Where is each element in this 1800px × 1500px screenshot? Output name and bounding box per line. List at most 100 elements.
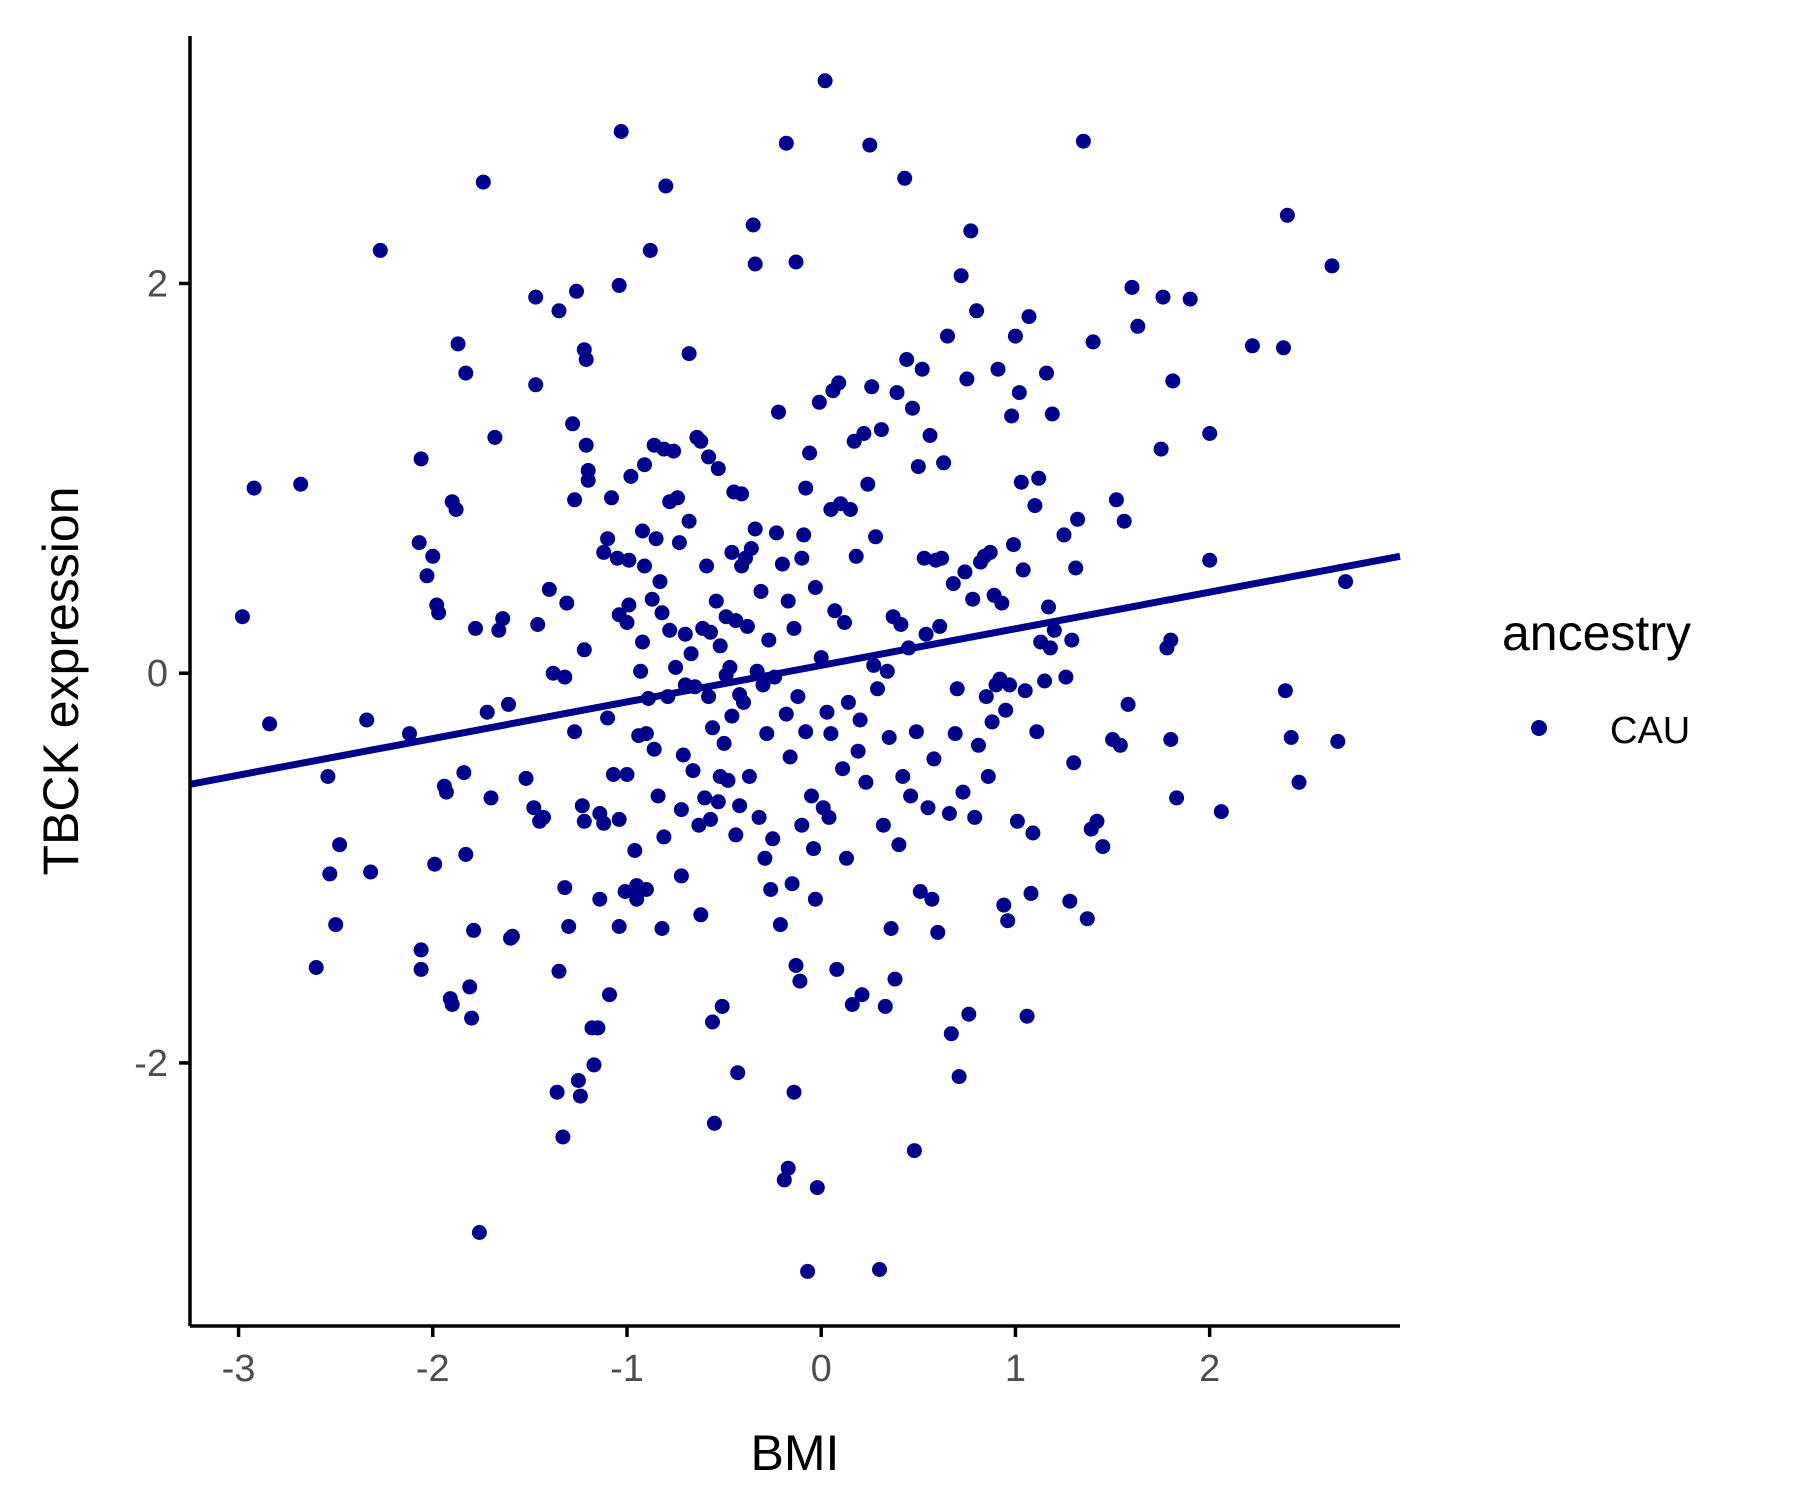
data-point-72 bbox=[576, 813, 592, 829]
data-point-58 bbox=[555, 1129, 571, 1145]
data-point-107 bbox=[635, 523, 650, 539]
data-point-319 bbox=[996, 897, 1012, 913]
data-point-350 bbox=[1068, 560, 1084, 576]
data-point-70 bbox=[576, 642, 592, 658]
data-point-100 bbox=[623, 468, 639, 484]
data-point-118 bbox=[648, 531, 664, 547]
data-point-28 bbox=[450, 336, 466, 352]
data-point-332 bbox=[1021, 309, 1037, 325]
data-point-216 bbox=[798, 724, 814, 740]
data-point-76 bbox=[580, 472, 596, 488]
data-point-251 bbox=[860, 476, 876, 492]
data-point-378 bbox=[1277, 683, 1293, 699]
plot-area bbox=[234, 73, 1354, 1279]
data-point-41 bbox=[491, 622, 507, 638]
data-point-33 bbox=[464, 1010, 480, 1026]
data-point-320 bbox=[998, 702, 1014, 718]
data-point-299 bbox=[955, 784, 971, 800]
data-point-74 bbox=[578, 437, 594, 453]
data-point-133 bbox=[673, 802, 689, 818]
data-point-222 bbox=[807, 580, 823, 595]
data-point-34 bbox=[466, 922, 482, 938]
data-point-316 bbox=[990, 361, 1006, 377]
x-tick-label: 1 bbox=[1005, 1348, 1026, 1390]
data-point-225 bbox=[811, 394, 827, 410]
data-point-166 bbox=[720, 772, 736, 788]
data-point-198 bbox=[772, 917, 788, 933]
data-point-149 bbox=[699, 558, 715, 574]
data-point-169 bbox=[724, 544, 740, 560]
data-point-4 bbox=[308, 960, 324, 975]
data-point-258 bbox=[873, 422, 889, 438]
y-axis-title: TBCK expression bbox=[33, 486, 89, 875]
data-point-228 bbox=[817, 73, 833, 89]
data-point-150 bbox=[701, 689, 717, 705]
data-point-300 bbox=[957, 564, 973, 580]
data-point-321 bbox=[1000, 913, 1016, 929]
data-point-262 bbox=[881, 730, 897, 745]
data-point-306 bbox=[969, 303, 985, 319]
data-point-285 bbox=[926, 751, 942, 767]
data-point-134 bbox=[673, 868, 689, 884]
data-point-188 bbox=[753, 583, 769, 599]
data-point-280 bbox=[916, 550, 932, 566]
data-point-171 bbox=[728, 613, 744, 629]
data-point-343 bbox=[1044, 406, 1060, 422]
data-point-13 bbox=[413, 942, 429, 958]
x-tick-label: 0 bbox=[811, 1348, 832, 1390]
data-point-313 bbox=[984, 714, 1000, 730]
data-point-248 bbox=[854, 987, 870, 1003]
data-point-83 bbox=[596, 544, 612, 560]
data-point-81 bbox=[592, 891, 608, 907]
data-point-263 bbox=[883, 921, 899, 936]
legend-label-cau: CAU bbox=[1610, 710, 1690, 752]
data-point-156 bbox=[706, 1115, 722, 1131]
data-point-151 bbox=[701, 449, 717, 465]
x-axis-ticks: -3 -2 -1 0 1 2 bbox=[222, 1326, 1220, 1390]
data-point-21 bbox=[431, 605, 447, 621]
data-point-15 bbox=[411, 535, 427, 551]
data-point-284 bbox=[924, 891, 940, 907]
data-point-114 bbox=[642, 242, 658, 258]
data-point-247 bbox=[852, 712, 868, 728]
data-point-45 bbox=[504, 928, 520, 944]
data-point-200 bbox=[776, 1172, 792, 1188]
data-point-323 bbox=[1004, 408, 1020, 424]
data-point-214 bbox=[794, 550, 810, 566]
data-point-353 bbox=[1079, 911, 1095, 927]
data-point-257 bbox=[872, 1262, 887, 1277]
data-point-273 bbox=[903, 788, 919, 804]
data-point-158 bbox=[710, 794, 726, 810]
data-point-49 bbox=[528, 377, 544, 393]
legend: ancestry CAU bbox=[1502, 605, 1691, 752]
data-point-116 bbox=[646, 741, 662, 757]
data-point-183 bbox=[745, 217, 761, 233]
data-point-210 bbox=[788, 254, 804, 270]
data-point-122 bbox=[654, 605, 670, 621]
data-point-25 bbox=[444, 997, 460, 1012]
data-point-276 bbox=[908, 724, 924, 740]
data-point-53 bbox=[541, 581, 557, 597]
data-point-246 bbox=[850, 743, 866, 759]
data-point-267 bbox=[891, 837, 907, 853]
data-point-295 bbox=[947, 726, 963, 742]
data-point-275 bbox=[906, 1143, 922, 1159]
data-point-30 bbox=[458, 846, 474, 862]
data-point-363 bbox=[1124, 279, 1140, 295]
data-point-206 bbox=[784, 876, 800, 892]
data-point-59 bbox=[557, 880, 573, 896]
data-point-287 bbox=[930, 924, 946, 940]
data-point-232 bbox=[823, 726, 839, 742]
data-point-202 bbox=[778, 135, 794, 151]
data-point-148 bbox=[697, 790, 713, 806]
data-point-50 bbox=[530, 617, 546, 632]
data-point-154 bbox=[705, 1014, 720, 1030]
data-point-66 bbox=[569, 283, 584, 299]
data-point-190 bbox=[757, 850, 773, 866]
data-point-64 bbox=[567, 492, 583, 508]
data-point-351 bbox=[1070, 511, 1086, 527]
data-point-211 bbox=[790, 689, 806, 705]
data-point-189 bbox=[755, 677, 771, 693]
data-point-157 bbox=[708, 593, 724, 609]
data-point-121 bbox=[654, 921, 670, 936]
